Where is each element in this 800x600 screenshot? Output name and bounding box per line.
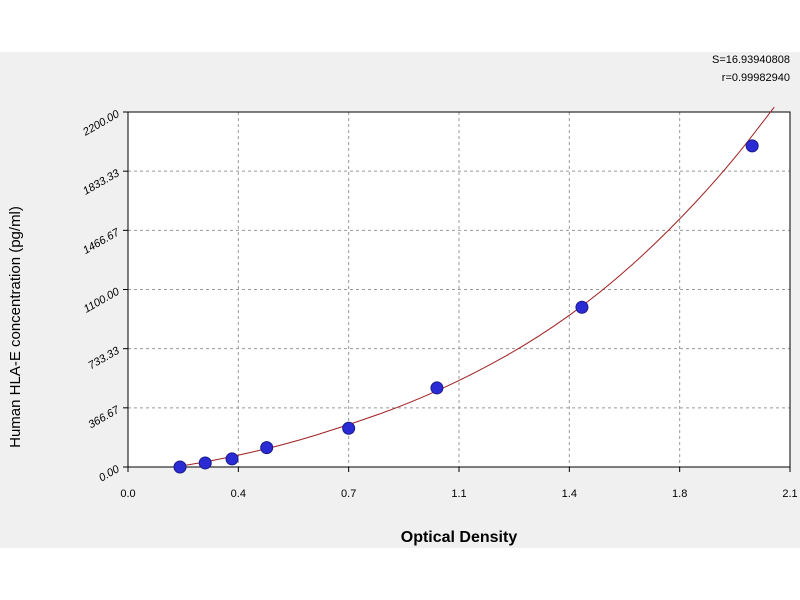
chart-svg: 0.00 366.67 733.33 1100.00 1466.67 1833.33 220… <box>7 106 798 546</box>
fit-s-annotation: S=16.93940808 <box>712 54 790 66</box>
data-point <box>745 139 759 153</box>
y-tick-label: 733.33 <box>86 344 122 372</box>
data-point <box>198 456 212 470</box>
fit-r-annotation: r=0.99982940 <box>721 72 790 84</box>
y-tick-label: 1100.00 <box>82 285 122 315</box>
x-tick-labels: 0.0 0.4 0.7 1.1 1.4 1.8 2.1 <box>120 488 797 500</box>
data-points <box>173 139 759 474</box>
chart-panel: 0.00 366.67 733.33 1100.00 1466.67 1833.33 220… <box>0 52 800 548</box>
x-tick-label: 0.0 <box>120 488 135 500</box>
y-tick-label: 2200.00 <box>80 108 122 139</box>
x-tick-label: 1.1 <box>451 488 466 500</box>
x-tick-label: 1.4 <box>562 488 577 500</box>
x-tick-label: 0.7 <box>341 488 356 500</box>
grid-lines <box>128 112 790 467</box>
y-tick-labels: 0.00 366.67 733.33 1100.00 1466.67 1833.33 220… <box>80 108 122 485</box>
fit-curve <box>175 106 775 468</box>
y-tick-label: 1466.67 <box>81 226 122 257</box>
data-point <box>342 421 356 435</box>
y-axis-label: Human HLA-E concentration (pg/ml) <box>7 206 24 448</box>
data-point <box>173 460 187 474</box>
y-tick-label: 366.67 <box>86 404 122 432</box>
data-point <box>575 300 589 314</box>
data-point <box>430 381 444 395</box>
data-point <box>260 441 274 455</box>
x-axis-label: Optical Density <box>401 529 518 546</box>
data-point <box>225 452 239 466</box>
x-tick-label: 1.8 <box>672 488 687 500</box>
x-tick-label: 2.1 <box>782 488 797 500</box>
y-tick-label: 1833.33 <box>81 167 122 198</box>
tick-marks <box>123 111 791 472</box>
y-tick-label: 0.00 <box>97 463 122 485</box>
x-tick-label: 0.4 <box>231 488 246 500</box>
